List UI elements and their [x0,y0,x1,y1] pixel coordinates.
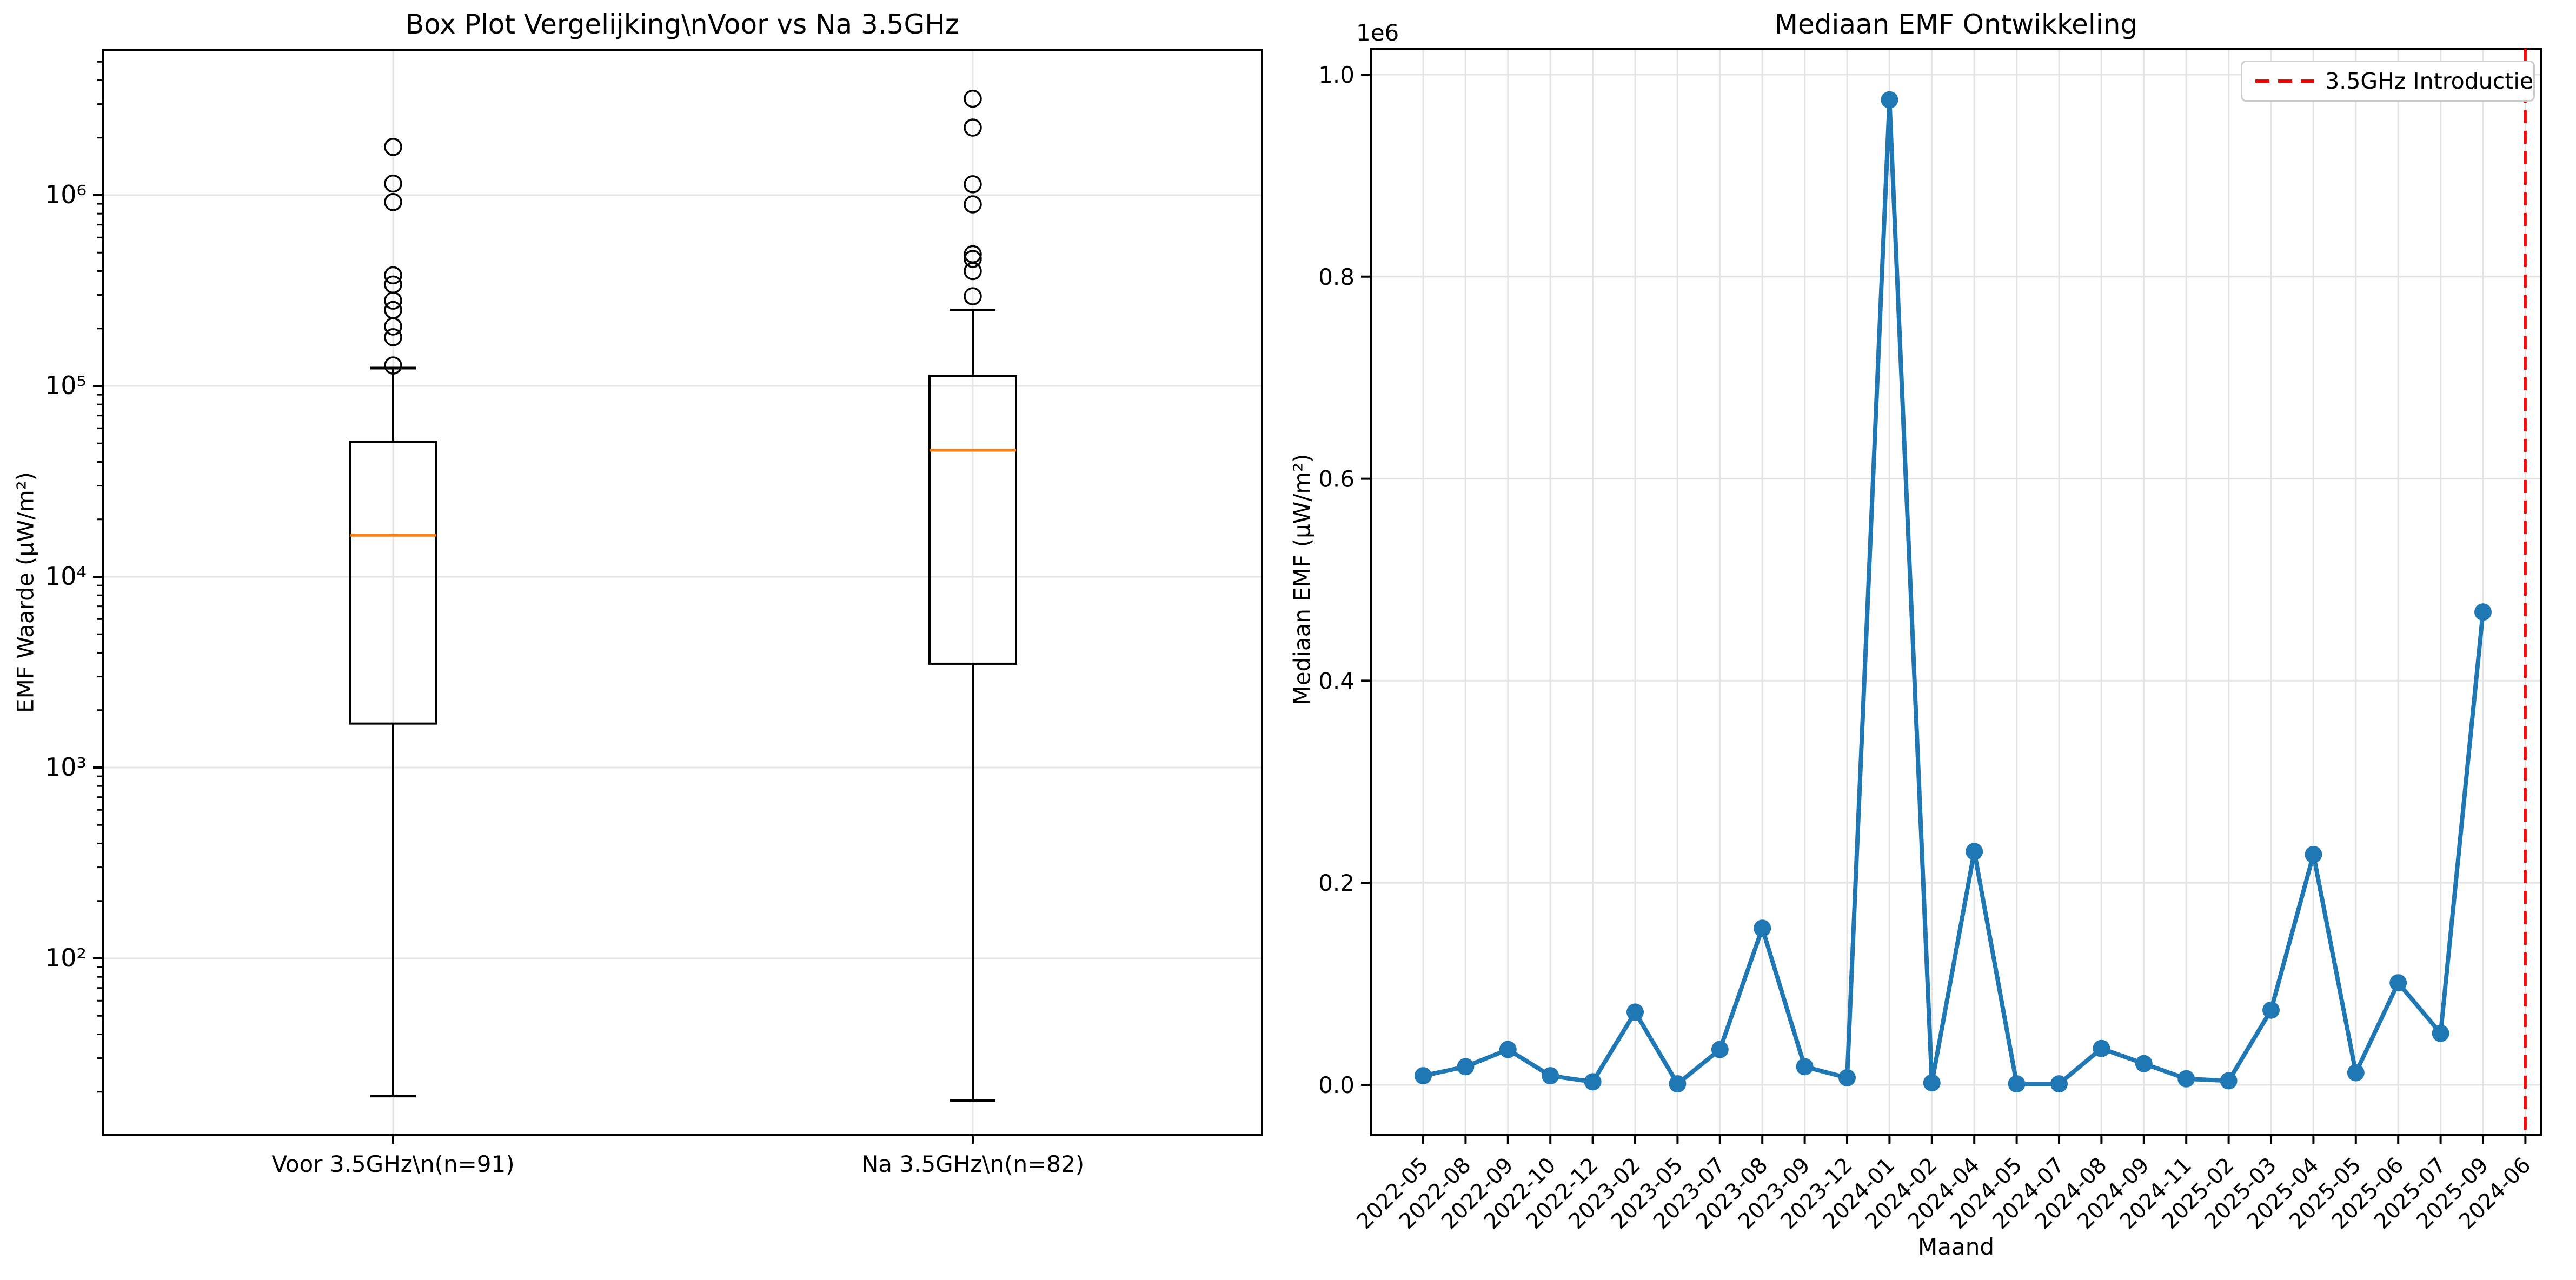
data-point-marker [2135,1055,2153,1072]
y-tick-label: 10⁶ [45,180,87,209]
data-point-marker [1966,843,1983,861]
outlier-marker [384,174,402,193]
y-tick-label: 1.0 [1318,62,1355,88]
data-point-marker [1838,1069,1856,1086]
outlier-marker [964,89,982,108]
box [349,441,437,725]
data-point-marker [2305,845,2322,863]
y-tick-label: 10³ [45,752,87,782]
outlier-marker [964,195,982,214]
data-point-marker [2347,1064,2365,1082]
y-tick-label: 0.6 [1318,466,1355,492]
outlier-marker [964,262,982,281]
y-tick-label: 0.4 [1318,668,1355,694]
y-tick-label: 0.2 [1318,870,1355,896]
data-point-marker [2389,974,2407,992]
axes-spines [1370,48,2542,1136]
axes-spines [102,49,1263,1136]
data-point-marker [1457,1058,1475,1076]
y-tick-label: 10⁴ [45,562,87,591]
series-line [1421,97,2485,1086]
data-point-marker [2008,1075,2026,1093]
y-tick-label: 0.8 [1318,264,1355,290]
data-point-marker [1499,1041,1517,1058]
data-point-marker [2093,1039,2110,1057]
legend-dashed-line-sample [2255,79,2315,83]
data-point-marker [2050,1075,2068,1093]
data-point-marker [2262,1001,2280,1019]
outlier-marker [384,291,402,310]
data-point-marker [1415,1067,1432,1085]
outlier-marker [384,317,402,336]
data-point-marker [2474,603,2492,621]
outlier-marker [384,193,402,211]
box [928,375,1017,665]
data-point-marker [1923,1074,1941,1092]
data-point-marker [1754,919,1771,937]
x-tick-label: Voor 3.5GHz\n(n=91) [271,1151,514,1177]
data-point-marker [2177,1070,2195,1088]
data-point-marker [1881,91,1898,109]
outlier-marker [384,266,402,285]
data-point-marker [1711,1041,1729,1058]
legend: 3.5GHz Introductie [2241,61,2535,102]
data-point-marker [1796,1058,1814,1076]
y-tick-label: 10⁵ [45,371,87,400]
x-tick-label: Na 3.5GHz\n(n=82) [861,1151,1084,1177]
outlier-marker [384,137,402,156]
outlier-marker [964,118,982,137]
legend-entry-label: 3.5GHz Introductie [2325,68,2533,94]
data-point-marker [2432,1024,2449,1042]
boxplot-title: Box Plot Vergelijking\nVoor vs Na 3.5GHz [405,9,960,40]
data-point-marker [1626,1003,1644,1021]
outlier-marker [964,287,982,305]
line-chart-title: Mediaan EMF Ontwikkeling [1774,9,2138,40]
data-point-marker [1584,1073,1602,1091]
y-tick-label: 10² [45,943,87,972]
outlier-marker [384,356,402,375]
outlier-marker [964,175,982,194]
outlier-marker [964,250,982,268]
y-axis-offset-label: 1e6 [1356,19,1399,46]
data-point-marker [1542,1067,1559,1085]
y-tick-label: 0.0 [1318,1072,1355,1098]
outlier-marker [384,328,402,346]
line-chart-x-axis-label: Maand [1918,1234,1994,1260]
data-point-marker [1669,1075,1687,1093]
data-point-marker [2220,1072,2238,1090]
